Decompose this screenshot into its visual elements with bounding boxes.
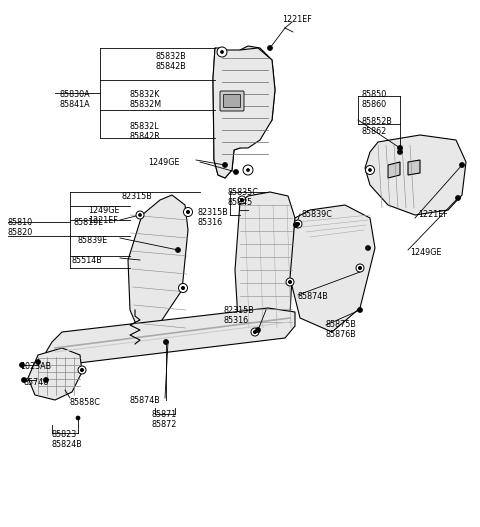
Circle shape (297, 222, 300, 226)
Circle shape (220, 51, 224, 54)
Text: 1249GE: 1249GE (148, 158, 180, 167)
Text: 85875B
85876B: 85875B 85876B (326, 320, 357, 339)
Polygon shape (290, 205, 375, 332)
Text: 85819L: 85819L (74, 218, 104, 227)
Circle shape (22, 377, 26, 383)
Text: 85839E: 85839E (78, 236, 108, 245)
Circle shape (369, 169, 372, 171)
Circle shape (365, 165, 374, 174)
Circle shape (139, 213, 142, 217)
Circle shape (238, 196, 246, 204)
Text: 1023AB: 1023AB (20, 362, 51, 371)
Circle shape (136, 211, 144, 219)
Circle shape (365, 246, 371, 250)
Circle shape (294, 220, 302, 228)
Circle shape (240, 199, 243, 201)
Circle shape (44, 377, 48, 383)
Text: 82315B: 82315B (122, 192, 153, 201)
Polygon shape (235, 192, 295, 336)
Circle shape (176, 248, 180, 252)
Circle shape (187, 210, 190, 213)
Circle shape (255, 327, 261, 333)
Circle shape (456, 196, 460, 200)
Circle shape (286, 278, 294, 286)
Circle shape (253, 330, 256, 334)
Circle shape (356, 264, 364, 272)
Circle shape (187, 210, 190, 213)
Text: 1221EF: 1221EF (418, 210, 448, 219)
Circle shape (251, 328, 259, 336)
Text: 85850
85860: 85850 85860 (362, 90, 387, 110)
Circle shape (359, 267, 361, 269)
Text: 85852B
85862: 85852B 85862 (362, 117, 393, 136)
Circle shape (459, 162, 465, 168)
Circle shape (223, 162, 228, 168)
Text: 85810
85820: 85810 85820 (8, 218, 33, 237)
Circle shape (181, 287, 184, 289)
Polygon shape (213, 48, 275, 178)
Polygon shape (128, 195, 188, 338)
Circle shape (397, 150, 403, 154)
Circle shape (36, 359, 40, 365)
Circle shape (233, 170, 239, 174)
Text: 85832K
85832M: 85832K 85832M (130, 90, 162, 110)
Circle shape (253, 330, 256, 334)
Text: 85830A
85841A: 85830A 85841A (60, 90, 91, 110)
Text: 85823
85824B: 85823 85824B (52, 430, 83, 450)
Polygon shape (46, 308, 295, 365)
Circle shape (288, 280, 291, 284)
Circle shape (78, 366, 86, 374)
Text: 85874B: 85874B (298, 292, 329, 301)
Polygon shape (213, 48, 234, 178)
Text: 85832B
85842B: 85832B 85842B (155, 52, 186, 71)
Polygon shape (28, 348, 82, 400)
Circle shape (181, 287, 184, 289)
FancyBboxPatch shape (220, 91, 244, 111)
Text: 85514B: 85514B (72, 256, 103, 265)
Text: 1221EF: 1221EF (282, 15, 312, 24)
Text: 85835C
85845: 85835C 85845 (228, 188, 259, 208)
Text: 85874B: 85874B (130, 396, 161, 405)
Text: 1249GE: 1249GE (410, 248, 442, 257)
Text: 85858C: 85858C (70, 398, 101, 407)
Circle shape (81, 368, 84, 372)
Text: 85871
85872: 85871 85872 (152, 410, 178, 430)
Text: 85746: 85746 (24, 378, 49, 387)
Circle shape (358, 307, 362, 313)
Circle shape (297, 222, 300, 226)
Polygon shape (232, 46, 275, 150)
FancyBboxPatch shape (224, 94, 240, 108)
Circle shape (243, 165, 253, 175)
Circle shape (293, 222, 299, 228)
Circle shape (164, 339, 168, 345)
Circle shape (217, 47, 227, 57)
Text: 85832L
85842R: 85832L 85842R (130, 122, 161, 141)
Circle shape (397, 145, 403, 151)
Circle shape (76, 416, 80, 420)
Text: 82315B
85316: 82315B 85316 (198, 208, 229, 227)
Circle shape (20, 363, 24, 367)
Circle shape (179, 284, 188, 292)
Circle shape (247, 169, 250, 171)
Text: 82315B
85316: 82315B 85316 (224, 306, 255, 325)
Circle shape (267, 45, 273, 51)
Circle shape (359, 267, 361, 269)
Polygon shape (388, 162, 400, 178)
Circle shape (240, 199, 243, 201)
Text: 85839C: 85839C (302, 210, 333, 219)
Circle shape (81, 368, 84, 372)
Polygon shape (408, 160, 420, 175)
Text: 1249GE
1221EF: 1249GE 1221EF (88, 206, 120, 226)
Polygon shape (365, 135, 466, 215)
Circle shape (288, 280, 291, 284)
Circle shape (183, 208, 192, 217)
